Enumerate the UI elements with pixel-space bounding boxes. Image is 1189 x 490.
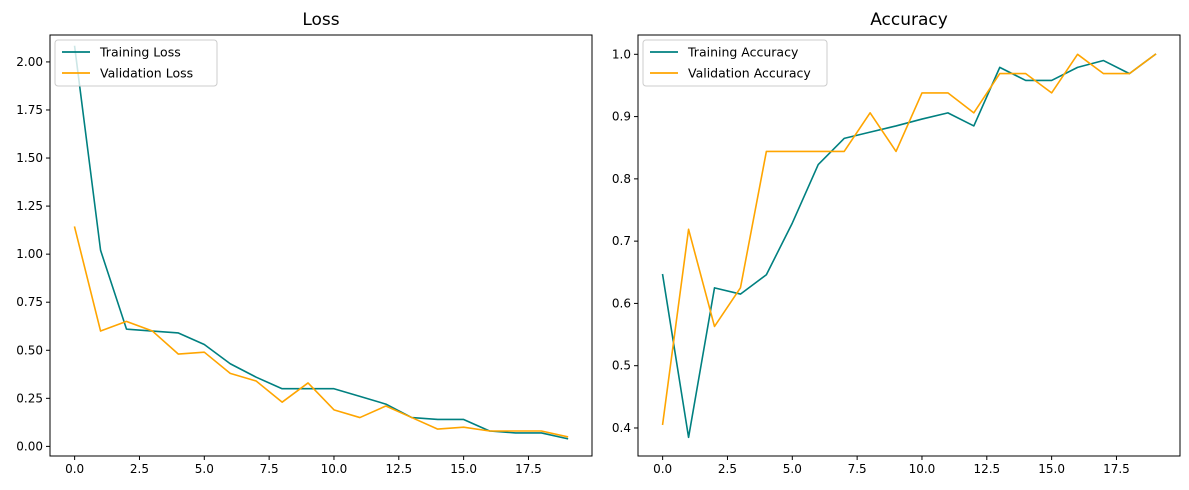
x-tick-label: 5.0 <box>195 462 214 476</box>
legend-box <box>54 39 218 87</box>
legend-box <box>642 39 828 87</box>
plot-frame <box>637 34 1181 457</box>
legend-label: Training Accuracy <box>687 45 799 60</box>
y-tick-label: 0.9 <box>612 110 631 124</box>
y-tick-label: 2.00 <box>16 55 43 69</box>
y-tick-label: 1.00 <box>16 247 43 261</box>
legend-label: Validation Accuracy <box>688 66 811 81</box>
series-line-training-loss <box>73 45 569 440</box>
accuracy-panel: Accuracy 0.0 2.5 5.0 7.5 10.0 12.5 15.0 17.5 0.4 0… <box>612 10 1181 476</box>
y-tick-label: 0.4 <box>612 421 631 435</box>
x-tick-label: 10.0 <box>909 462 936 476</box>
x-tick-label: 0.0 <box>653 462 672 476</box>
accuracy-title: Accuracy <box>870 10 948 30</box>
x-tick-label: 15.0 <box>450 462 477 476</box>
x-tick-label: 2.5 <box>718 462 737 476</box>
y-tick-label: 0.8 <box>612 172 631 186</box>
y-tick-label: 0.75 <box>16 295 43 309</box>
series-line-validation-loss <box>73 226 569 438</box>
x-tick-label: 15.0 <box>1038 462 1065 476</box>
x-tick-label: 0.0 <box>65 462 84 476</box>
x-tick-label: 12.5 <box>385 462 412 476</box>
y-tick-label: 0.50 <box>16 343 43 357</box>
x-tick-label: 17.5 <box>515 462 542 476</box>
x-tick-label: 12.5 <box>973 462 1000 476</box>
legend: Training Loss Validation Loss <box>54 39 218 87</box>
x-tick-label: 17.5 <box>1103 462 1130 476</box>
y-tick-label: 1.25 <box>16 199 43 213</box>
series-line-training-accuracy <box>661 53 1157 439</box>
x-tick-label: 7.5 <box>848 462 867 476</box>
plot-frame <box>49 34 593 457</box>
loss-title: Loss <box>302 10 339 30</box>
loss-panel: Loss 0.0 2.5 5.0 7.5 10.0 12.5 15.0 17.5 0.00 0.25… <box>16 10 593 476</box>
x-tick-label: 10.0 <box>321 462 348 476</box>
legend-label: Validation Loss <box>100 66 193 81</box>
y-tick-label: 1.75 <box>16 103 43 117</box>
series-line-validation-accuracy <box>661 53 1157 426</box>
y-tick-label: 0.00 <box>16 439 43 453</box>
legend-label: Training Loss <box>99 45 181 60</box>
x-tick-label: 5.0 <box>783 462 802 476</box>
x-tick-label: 7.5 <box>260 462 279 476</box>
y-tick-label: 0.7 <box>612 234 631 248</box>
y-tick-label: 1.0 <box>612 47 631 61</box>
y-tick-label: 0.25 <box>16 391 43 405</box>
x-tick-label: 2.5 <box>130 462 149 476</box>
y-tick-label: 1.50 <box>16 151 43 165</box>
y-tick-label: 0.6 <box>612 296 631 310</box>
y-tick-label: 0.5 <box>612 359 631 373</box>
legend: Training Accuracy Validation Accuracy <box>642 39 828 87</box>
